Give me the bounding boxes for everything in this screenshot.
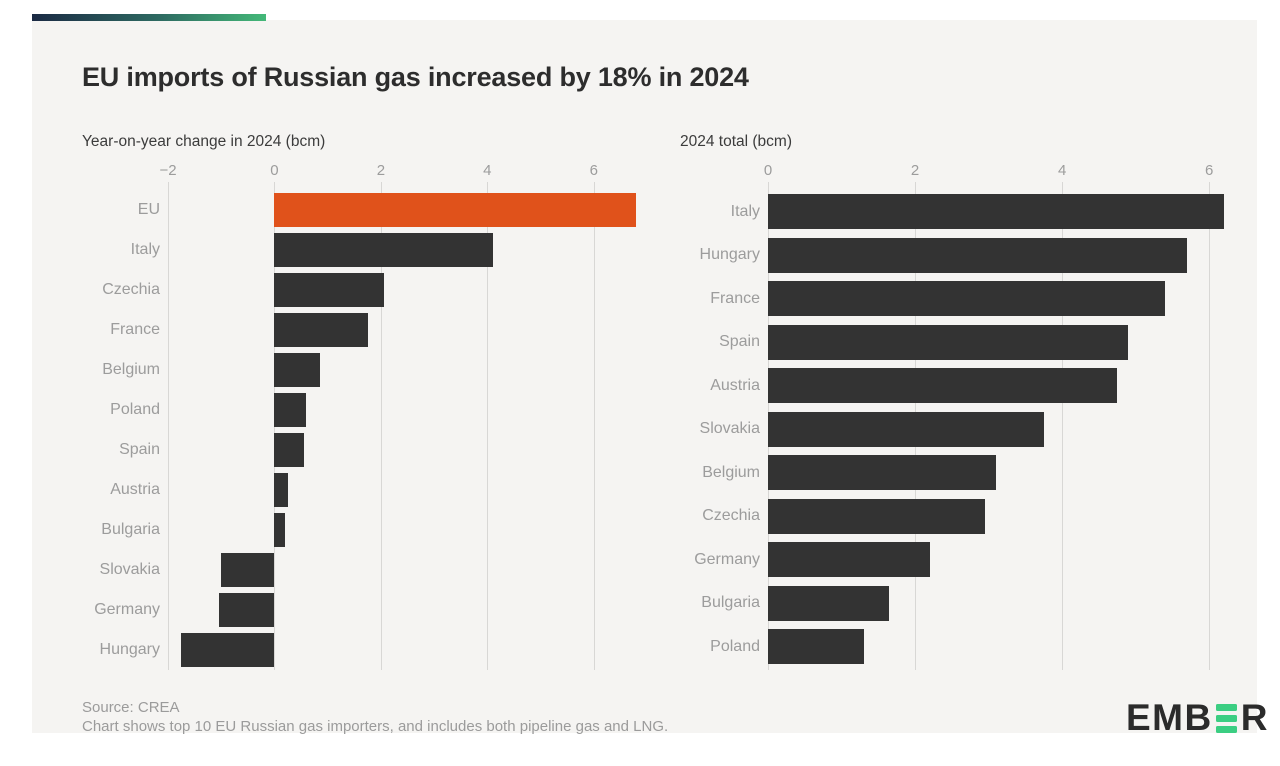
- category-label: Bulgaria: [101, 521, 160, 538]
- category-label: Germany: [94, 601, 160, 618]
- category-label: Spain: [119, 441, 160, 458]
- bar: [768, 281, 1166, 317]
- bar: [768, 237, 1188, 273]
- x-axis-tick-label: 2: [376, 162, 386, 179]
- bar: [768, 629, 864, 665]
- left-chart-subtitle: Year-on-year change in 2024 (bcm): [82, 133, 326, 150]
- gridline: [168, 182, 169, 670]
- gridline: [1062, 182, 1064, 670]
- right-chart-subtitle: 2024 total (bcm): [680, 133, 792, 150]
- bar: [274, 273, 384, 307]
- bar: [768, 324, 1129, 360]
- category-label: Germany: [694, 550, 760, 568]
- category-label: Austria: [110, 481, 160, 498]
- yoy-change-bar-chart: −2 0 2 4 6 EU Italy Czechia France Belgium Poland S…: [72, 162, 650, 674]
- bar: [274, 433, 304, 467]
- category-label: Bulgaria: [701, 594, 760, 612]
- bar: [274, 473, 288, 507]
- bar: [768, 455, 996, 491]
- category-label: Poland: [110, 401, 160, 418]
- x-axis-tick-label: 0: [763, 162, 773, 179]
- x-axis-tick-label: 0: [270, 162, 279, 179]
- x-axis-tick-label: 4: [483, 162, 492, 179]
- category-label: Spain: [719, 333, 760, 351]
- chart-card: EU imports of Russian gas increased by 1…: [32, 20, 1267, 736]
- chart-title: EU imports of Russian gas increased by 1…: [82, 62, 749, 92]
- bar: [218, 593, 275, 627]
- x-axis-tick-label: 2: [910, 162, 920, 179]
- gridline: [1209, 182, 1211, 670]
- bar: [768, 411, 1044, 447]
- category-label: Austria: [710, 376, 760, 394]
- category-label: EU: [137, 201, 160, 218]
- logo-text-emb: EMB: [1126, 697, 1213, 738]
- bar: [274, 193, 637, 227]
- bar: [274, 233, 493, 267]
- total-2024-bar-chart: 0 2 4 6 Italy Hungary France Spain Austria Slovak…: [632, 162, 1250, 674]
- category-label: Italy: [130, 241, 160, 258]
- bar: [274, 313, 368, 347]
- gridline: [380, 182, 382, 670]
- footer: Source: CREA Chart shows top 10 EU Russi…: [82, 698, 668, 736]
- x-axis-tick-label: 4: [1057, 162, 1067, 179]
- bar: [221, 553, 275, 587]
- x-axis-tick-label: −2: [159, 162, 177, 179]
- category-label: Slovakia: [99, 561, 160, 578]
- category-label: France: [110, 321, 160, 338]
- footnote-text: Chart shows top 10 EU Russian gas import…: [82, 718, 669, 735]
- category-label: Czechia: [102, 281, 160, 298]
- bar: [181, 633, 275, 667]
- bar: [274, 393, 307, 427]
- x-axis-tick-label: 6: [589, 162, 598, 179]
- bar: [768, 368, 1118, 404]
- bar: [274, 513, 286, 547]
- category-label: Belgium: [102, 361, 160, 378]
- category-label: Poland: [710, 637, 760, 655]
- bar: [768, 498, 985, 534]
- category-label: Hungary: [699, 246, 760, 264]
- category-label: Czechia: [702, 507, 760, 525]
- x-axis-tick-label: 6: [1205, 162, 1214, 179]
- bar: [274, 353, 320, 387]
- ember-logo: EMB R: [1126, 697, 1269, 738]
- category-label: France: [710, 289, 760, 307]
- bar: [768, 585, 890, 621]
- category-label: Belgium: [702, 463, 760, 481]
- category-label: Italy: [730, 202, 760, 220]
- bar: [768, 542, 930, 578]
- gridline: [593, 182, 595, 670]
- gridline: [487, 182, 489, 670]
- bar: [768, 194, 1224, 230]
- accent-gradient-bar: [32, 14, 266, 21]
- logo-green-e-icon: [1215, 703, 1237, 733]
- logo-text-r: R: [1240, 697, 1269, 738]
- category-label: Slovakia: [699, 420, 760, 438]
- source-text: Source: CREA: [82, 699, 180, 716]
- category-label: Hungary: [99, 641, 160, 658]
